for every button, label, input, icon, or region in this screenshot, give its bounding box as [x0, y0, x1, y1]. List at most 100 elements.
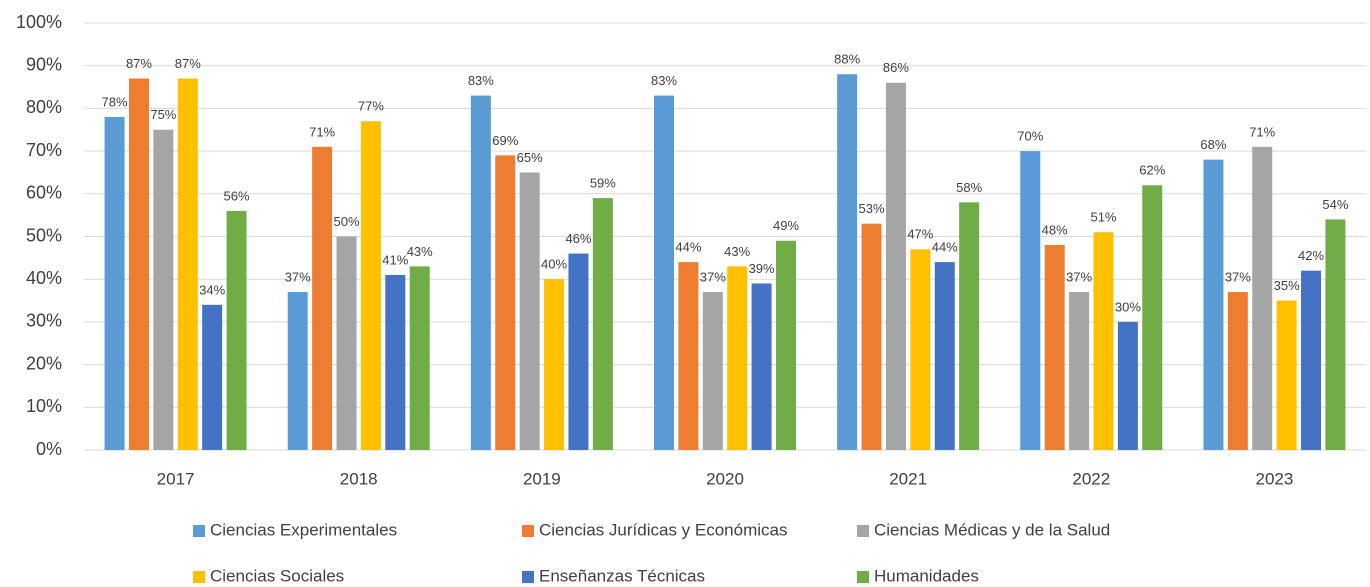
bar: [287, 292, 308, 450]
data-label: 75%: [150, 107, 176, 122]
data-label: 70%: [1017, 129, 1043, 144]
bar: [1020, 151, 1041, 450]
x-tick-label: 2023: [1256, 469, 1294, 488]
legend-swatch: [857, 525, 869, 537]
x-tick-label: 2022: [1072, 469, 1110, 488]
data-label: 44%: [675, 240, 701, 255]
data-label: 46%: [565, 231, 591, 246]
x-tick-label: 2017: [157, 469, 195, 488]
bar: [1252, 146, 1273, 450]
y-tick-label: 30%: [26, 311, 62, 331]
x-tick-label: 2021: [889, 469, 927, 488]
bar: [470, 95, 491, 450]
y-tick-label: 0%: [36, 439, 62, 459]
legend-swatch: [522, 571, 534, 583]
data-label: 68%: [1200, 137, 1226, 152]
data-label: 88%: [834, 52, 860, 67]
data-label: 35%: [1274, 278, 1300, 293]
y-tick-label: 50%: [26, 225, 62, 245]
data-label: 78%: [102, 94, 128, 109]
data-label: 86%: [883, 60, 909, 75]
legend-label: Humanidades: [874, 566, 979, 585]
data-label: 87%: [126, 56, 152, 71]
bar: [776, 240, 796, 450]
x-tick-label: 2019: [523, 469, 561, 488]
bar: [104, 116, 125, 450]
data-label: 87%: [175, 56, 201, 71]
bar: [1117, 321, 1138, 450]
y-tick-label: 20%: [26, 353, 62, 373]
data-label: 40%: [541, 257, 567, 272]
data-label: 65%: [517, 150, 543, 165]
bar: [312, 146, 333, 450]
data-label: 34%: [199, 282, 225, 297]
legend-label: Ciencias Experimentales: [210, 520, 397, 539]
bar: [702, 292, 723, 450]
data-label: 50%: [333, 214, 359, 229]
data-label: 49%: [773, 218, 799, 233]
bar: [910, 249, 931, 450]
bar: [202, 304, 223, 450]
legend-swatch: [193, 525, 205, 537]
data-label: 83%: [468, 73, 494, 88]
data-label: 37%: [1225, 269, 1251, 284]
data-label: 47%: [907, 227, 933, 242]
y-tick-label: 100%: [16, 12, 62, 32]
bar: [885, 82, 906, 450]
bar: [727, 266, 748, 450]
bar: [153, 129, 174, 450]
data-label: 43%: [407, 244, 433, 259]
bar: [1227, 292, 1248, 450]
data-label: 41%: [382, 252, 408, 267]
y-tick-label: 40%: [26, 268, 62, 288]
data-label: 39%: [749, 261, 775, 276]
data-label: 69%: [492, 133, 518, 148]
y-tick-label: 80%: [26, 97, 62, 117]
bar: [495, 155, 516, 450]
data-label: 51%: [1090, 210, 1116, 225]
data-label: 59%: [590, 176, 616, 191]
data-label: 54%: [1322, 197, 1348, 212]
bar: [1044, 245, 1065, 450]
bar: [226, 210, 247, 450]
bar: [1203, 159, 1224, 450]
data-label: 37%: [1066, 269, 1092, 284]
x-tick-label: 2018: [340, 469, 378, 488]
data-label: 71%: [1249, 124, 1275, 139]
data-label: 53%: [859, 201, 885, 216]
bar: [654, 95, 674, 450]
bar: [592, 198, 613, 450]
bar: [1069, 292, 1090, 450]
bar: [385, 274, 406, 450]
bar: [568, 253, 589, 450]
bar: [837, 74, 858, 451]
data-label: 71%: [309, 124, 335, 139]
data-label: 48%: [1042, 222, 1068, 237]
data-label: 30%: [1115, 299, 1141, 314]
bar: [678, 262, 699, 450]
legend-swatch: [193, 571, 205, 583]
bar: [861, 223, 882, 450]
bar: [1276, 300, 1297, 450]
y-tick-label: 10%: [26, 396, 62, 416]
bar: [409, 266, 430, 450]
legend-swatch: [857, 571, 869, 583]
bar: [934, 262, 955, 450]
bar: [177, 78, 198, 450]
bar: [1325, 219, 1346, 450]
data-label: 37%: [700, 269, 726, 284]
bar: [519, 172, 540, 450]
data-label: 83%: [651, 73, 677, 88]
data-label: 77%: [358, 99, 384, 114]
legend-label: Ciencias Jurídicas y Económicas: [539, 520, 787, 539]
bar: [336, 236, 357, 450]
bar: [959, 202, 980, 450]
legend-label: Ciencias Sociales: [210, 566, 344, 585]
bar: [751, 283, 772, 450]
y-tick-label: 90%: [26, 54, 62, 74]
data-label: 56%: [224, 188, 250, 203]
legend-label: Ciencias Médicas y de la Salud: [874, 520, 1110, 539]
y-tick-label: 60%: [26, 183, 62, 203]
bar: [1142, 185, 1163, 450]
